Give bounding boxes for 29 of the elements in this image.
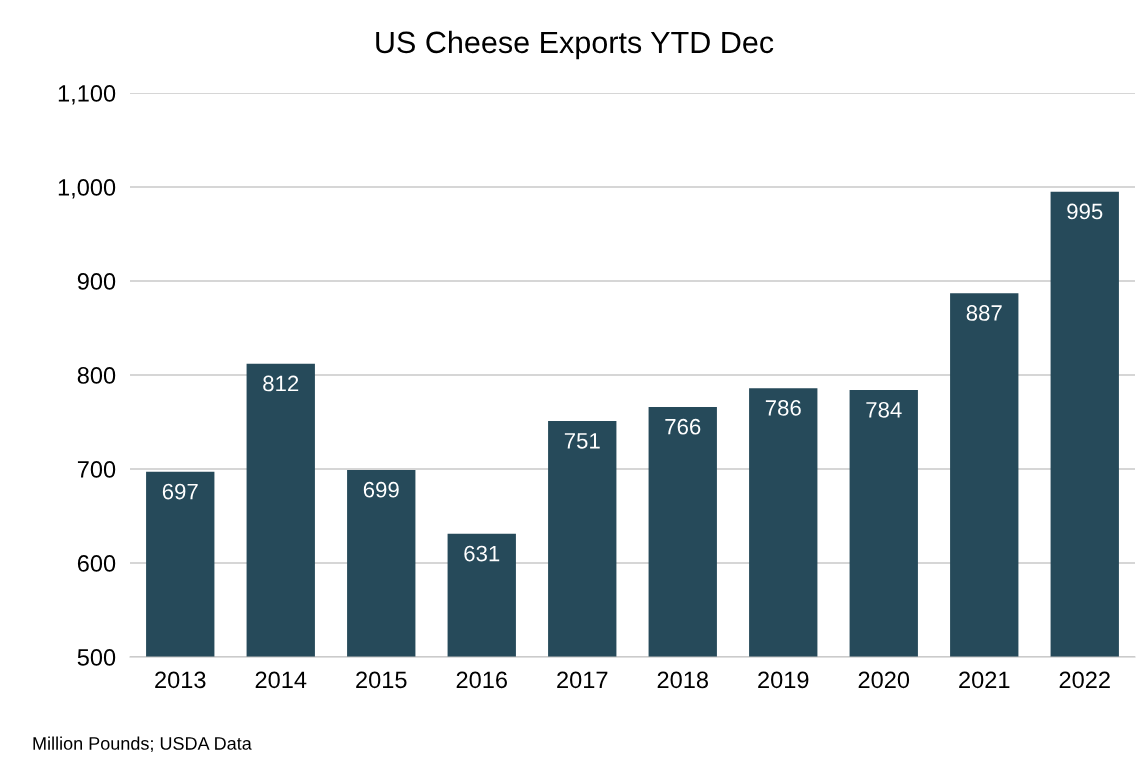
x-tick-label: 2016 bbox=[456, 671, 507, 689]
data-label: 887 bbox=[966, 305, 1002, 321]
data-label: 766 bbox=[665, 418, 701, 435]
x-tick-label: 2021 bbox=[959, 671, 1010, 689]
y-tick-label: 1,100 bbox=[58, 85, 116, 105]
text: Million Pounds; USDA Data bbox=[33, 736, 252, 752]
y-tick-label: 900 bbox=[77, 273, 116, 290]
x-tick-label: 2014 bbox=[255, 671, 307, 689]
y-tick-label: 600 bbox=[77, 555, 116, 572]
data-label: 699 bbox=[363, 481, 399, 498]
x-tick-label: 2015 bbox=[356, 671, 407, 689]
data-label: 751 bbox=[564, 433, 600, 449]
data-label: 995 bbox=[1067, 203, 1103, 220]
x-tick-label: 2017 bbox=[557, 671, 608, 689]
x-tick-label: 2013 bbox=[155, 671, 206, 689]
x-tick-label: 2018 bbox=[657, 671, 708, 689]
x-tick-label: 2020 bbox=[858, 671, 910, 689]
data-label: 812 bbox=[263, 375, 299, 392]
data-label: 784 bbox=[866, 401, 902, 418]
data-label: 631 bbox=[464, 545, 500, 562]
chart-title: US Cheese Exports YTD Dec bbox=[376, 30, 774, 60]
y-tick-label: 700 bbox=[77, 461, 116, 478]
data-label: 786 bbox=[765, 400, 801, 416]
y-tick-label: 500 bbox=[77, 649, 116, 666]
x-tick-label: 2019 bbox=[758, 671, 809, 689]
y-tick-label: 800 bbox=[77, 367, 116, 384]
x-tick-label: 2022 bbox=[1059, 671, 1110, 689]
data-label: 697 bbox=[162, 483, 198, 500]
y-tick-label: 1,000 bbox=[58, 179, 116, 199]
